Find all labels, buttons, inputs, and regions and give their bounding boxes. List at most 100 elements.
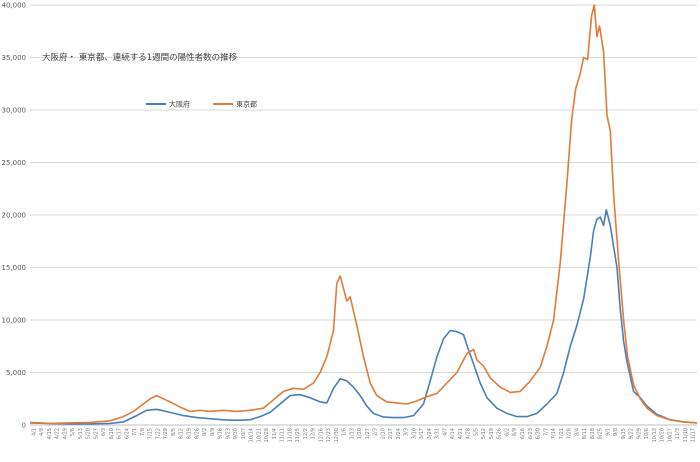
x-tick-label: 2/3 [373,428,379,436]
x-tick-label: 3/3 [404,428,410,436]
x-tick-label: 9/29 [636,428,642,439]
x-tick-label: 3/17 [419,428,425,439]
x-tick-label: 4/22 [55,428,61,439]
x-tick-label: 1/13 [349,428,355,439]
x-tick-label: 12/2 [303,428,309,439]
x-tick-label: 4/21 [458,428,464,439]
x-tick-label: 4/1 [31,428,37,436]
x-tick-label: 11/4 [272,428,278,439]
y-tick-label: 40,000 [2,2,27,10]
x-tick-label: 11/18 [287,428,293,442]
x-tick-label: 11/10 [683,428,689,442]
x-tick-label: 5/19 [489,428,495,439]
x-tick-label: 12/23 [326,428,332,442]
x-tick-label: 11/25 [295,428,301,442]
x-tick-label: 8/11 [582,428,588,439]
x-tick-label: 11/17 [691,428,697,442]
legend-label: 東京都 [236,100,257,109]
x-tick-label: 7/14 [551,428,557,439]
x-tick-label: 4/15 [47,428,53,439]
x-tick-label: 5/27 [93,428,99,439]
x-tick-label: 9/9 [210,428,216,436]
x-tick-label: 6/17 [117,428,123,439]
x-tick-label: 7/7 [543,428,549,436]
x-tick-label: 11/11 [280,428,286,442]
y-tick-label: 35,000 [2,54,27,62]
x-tick-label: 6/2 [504,428,510,436]
x-axis: 4/1 4/8 4/15 4/22 4/29 5/6 5/13 5/20 5/27 6/3 6/10… [30,424,697,442]
series-line-tokyo [29,4,698,425]
x-tick-label: 4/28 [466,428,472,439]
x-tick-label: 8/5 [171,428,177,436]
x-tick-label: 10/6 [644,428,650,439]
y-tick-label: 25,000 [2,159,27,167]
x-tick-label: 4/7 [442,428,448,436]
x-tick-label: 8/18 [590,428,596,439]
y-tick-label: 15,000 [2,264,27,272]
y-tick-label: 20,000 [2,212,27,220]
legend: 大阪府 東京都 [146,100,257,109]
chart-title: 大阪府・ 東京都、連続する1週間の陽性者数の推移 [42,52,238,63]
x-tick-label: 10/20 [660,428,666,442]
x-tick-label: 12/16 [318,428,324,442]
y-tick-label: 30,000 [2,107,27,115]
x-tick-label: 5/5 [473,428,479,436]
x-tick-label: 10/14 [249,428,255,442]
x-tick-label: 4/14 [450,428,456,439]
x-tick-label: 5/26 [497,428,503,439]
x-tick-label: 2/24 [396,428,402,439]
x-tick-label: 8/19 [186,428,192,439]
gridlines [30,4,697,426]
x-tick-label: 7/15 [148,428,154,439]
x-tick-label: 6/30 [536,428,542,439]
x-tick-label: 7/22 [155,428,161,439]
x-tick-label: 1/6 [342,428,348,436]
x-tick-label: 10/13 [652,428,658,442]
x-tick-label: 9/8 [613,428,619,436]
x-tick-label: 4/8 [39,428,45,436]
x-tick-label: 10/7 [241,428,247,439]
x-tick-label: 8/12 [179,428,185,439]
x-tick-label: 6/9 [512,428,518,436]
x-tick-label: 7/1 [132,428,138,436]
x-tick-label: 3/10 [411,428,417,439]
x-tick-label: 7/21 [559,428,565,439]
x-tick-label: 9/23 [225,428,231,439]
x-tick-label: 7/29 [163,428,169,439]
x-tick-label: 6/24 [124,428,130,439]
x-tick-label: 10/28 [264,428,270,442]
x-tick-label: 6/3 [101,428,107,436]
x-tick-label: 2/17 [388,428,394,439]
x-tick-label: 9/15 [621,428,627,439]
x-tick-label: 9/2 [202,428,208,436]
x-tick-label: 9/1 [605,428,611,436]
series-line-osaka [29,209,698,425]
series-lines [29,4,698,425]
x-tick-label: 2/10 [380,428,386,439]
x-tick-label: 5/13 [78,428,84,439]
x-tick-label: 6/23 [528,428,534,439]
y-axis: 0 5,000 10,000 15,000 20,000 25,000 30,000 35,0… [2,2,27,430]
x-tick-label: 8/4 [574,428,580,436]
x-tick-label: 9/16 [218,428,224,439]
y-tick-label: 0 [22,422,26,430]
x-tick-label: 7/28 [567,428,573,439]
y-tick-label: 10,000 [2,317,27,325]
x-tick-label: 12/30 [334,428,340,442]
x-tick-label: 5/6 [70,428,76,436]
x-tick-label: 6/16 [520,428,526,439]
y-tick-label: 5,000 [6,369,26,377]
x-tick-label: 4/29 [62,428,68,439]
x-tick-label: 12/9 [311,428,317,439]
x-tick-label: 9/30 [233,428,239,439]
x-tick-label: 3/31 [435,428,441,439]
x-tick-label: 5/20 [86,428,92,439]
x-tick-label: 1/20 [357,428,363,439]
x-tick-label: 5/12 [481,428,487,439]
x-tick-label: 10/27 [667,428,673,442]
x-tick-label: 10/21 [256,428,262,442]
x-tick-label: 9/22 [629,428,635,439]
x-tick-label: 3/24 [427,428,433,439]
